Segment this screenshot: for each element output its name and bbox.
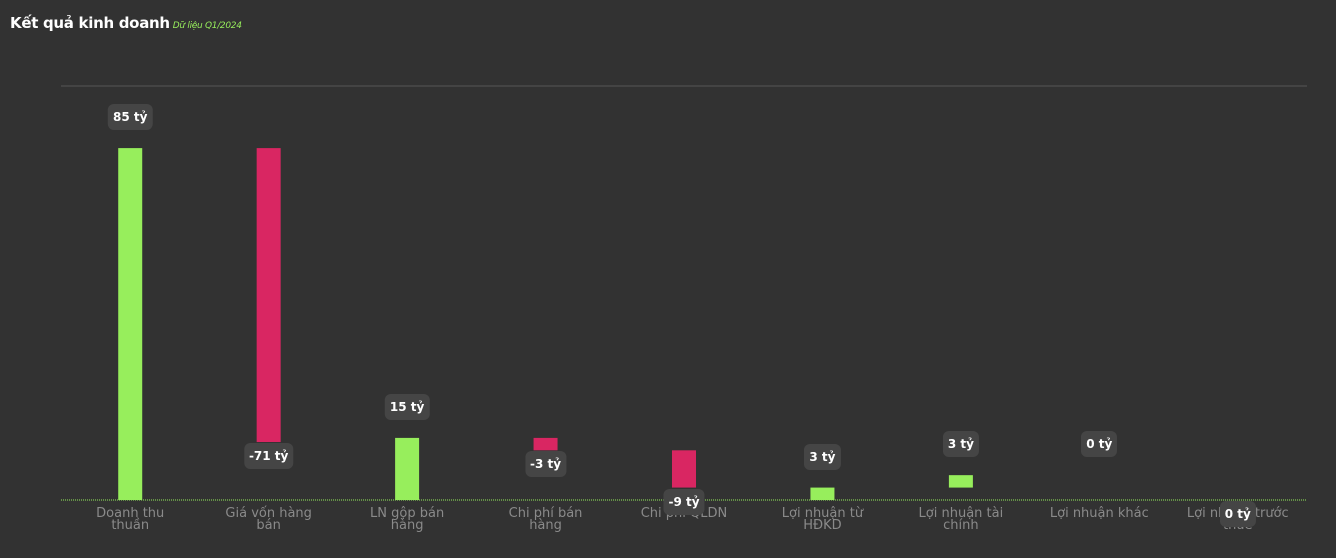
title-text: Kết quả kinh doanh — [10, 14, 170, 32]
bar — [118, 148, 143, 500]
x-tick-label: Doanh thu thuần — [96, 506, 165, 533]
x-tick-label: Lợi nhuận khác — [1049, 506, 1149, 521]
value-label: 3 tỷ — [942, 431, 979, 458]
x-tick-label: LN gộp bán hàng — [370, 506, 445, 533]
chart-title: Kết quả kinh doanh Dữ liệu Q1/2024 — [10, 14, 242, 32]
value-label: 3 tỷ — [804, 443, 841, 470]
bar — [810, 487, 835, 500]
x-tick-label: Chi phí bán hàng — [508, 506, 583, 533]
x-tick-label: Lợi nhuận từ HĐKD — [781, 506, 864, 533]
value-label: 15 tỷ — [384, 393, 430, 420]
value-label: -71 tỷ — [243, 443, 294, 470]
value-label: 0 tỷ — [1081, 431, 1118, 458]
bar — [533, 437, 558, 451]
bar — [948, 475, 973, 488]
x-tick-label: Giá vốn hàng bán — [225, 506, 312, 533]
value-label: 85 tỷ — [108, 104, 153, 131]
bar — [256, 148, 281, 443]
bar — [395, 437, 420, 500]
value-label: -3 tỷ — [525, 451, 567, 478]
x-tick-label: Lợi nhuận tài chính — [918, 506, 1004, 533]
value-label: 0 tỷ — [1219, 501, 1256, 527]
chart-subtitle: Dữ liệu Q1/2024 — [172, 21, 242, 31]
value-label: -9 tỷ — [663, 488, 705, 515]
bar — [672, 450, 696, 488]
